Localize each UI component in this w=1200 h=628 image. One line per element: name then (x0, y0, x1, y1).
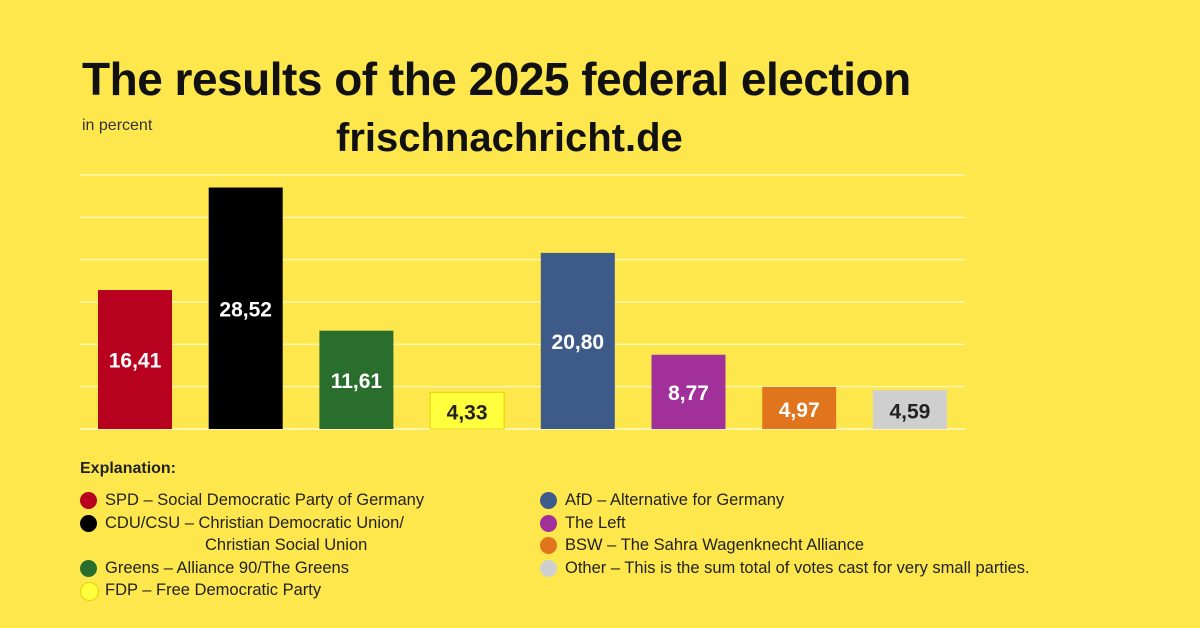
data-label-spd: 16,41 (109, 350, 162, 373)
bar-bsw (762, 386, 837, 429)
legend-color-swatch (540, 514, 557, 532)
legend-item: FDP – Free Democratic Party (80, 579, 424, 602)
legend-item: SPD – Social Democratic Party of Germany (80, 489, 424, 512)
legend-color-swatch (540, 537, 557, 554)
legend-label: The Left (565, 513, 626, 532)
bar-fdp (429, 391, 505, 430)
legend-color-swatch (80, 492, 97, 509)
legend-item: Greens – Alliance 90/The Greens (80, 557, 424, 580)
legend-item: Other – This is the sum total of votes c… (540, 557, 1030, 580)
watermark-text: frischnachricht.de (336, 116, 683, 160)
legend-label: FDP – Free Democratic Party (105, 581, 322, 599)
bar-afd (540, 252, 615, 429)
legend-color-swatch (540, 559, 557, 577)
legend-item: CDU/CSU – Christian Democratic Union/Chr… (80, 512, 424, 557)
legend-item: BSW – The Sahra Wagenknecht Alliance (540, 534, 1030, 557)
data-label-fdp: 4,33 (447, 402, 488, 425)
bar-the-left (651, 354, 726, 429)
bar-cdu-csu (208, 187, 283, 429)
data-label-greens: 11,61 (331, 370, 383, 393)
legend-column-left: SPD – Social Democratic Party of Germany… (80, 489, 424, 602)
legend-heading: Explanation: (80, 460, 177, 477)
legend-color-swatch (80, 582, 99, 601)
legend-label: Christian Social Union (205, 536, 368, 554)
chart-title: The results of the 2025 federal election (82, 53, 911, 105)
bar-greens (319, 330, 394, 429)
data-label-afd: 20,80 (552, 331, 605, 354)
legend-label: Other – This is the sum total of votes c… (565, 558, 1030, 577)
legend-color-swatch (540, 492, 557, 509)
data-label-other: 4,59 (889, 401, 930, 424)
data-label-the-left: 8,77 (668, 382, 709, 405)
legend-item: The Left (540, 512, 1030, 535)
legend-color-swatch (80, 559, 97, 577)
data-label-bsw: 4,97 (779, 399, 820, 422)
legend-label: AfD – Alternative for Germany (565, 491, 785, 509)
bar-spd (98, 290, 172, 429)
legend-label: CDU/CSU – Christian Democratic Union/ (105, 513, 404, 532)
legend-item: AfD – Alternative for Germany (540, 489, 1030, 512)
legend-color-swatch (80, 514, 97, 532)
legend-column-right: AfD – Alternative for Germany The Left BSW… (540, 489, 1030, 579)
legend-label: SPD – Social Democratic Party of Germany (105, 491, 425, 509)
data-label-cdu-csu: 28,52 (219, 298, 272, 321)
bar-other (872, 390, 947, 429)
legend-label: BSW – The Sahra Wagenknecht Alliance (565, 536, 864, 554)
legend-label: Greens – Alliance 90/The Greens (105, 558, 349, 577)
chart-subtitle: in percent (82, 117, 153, 134)
